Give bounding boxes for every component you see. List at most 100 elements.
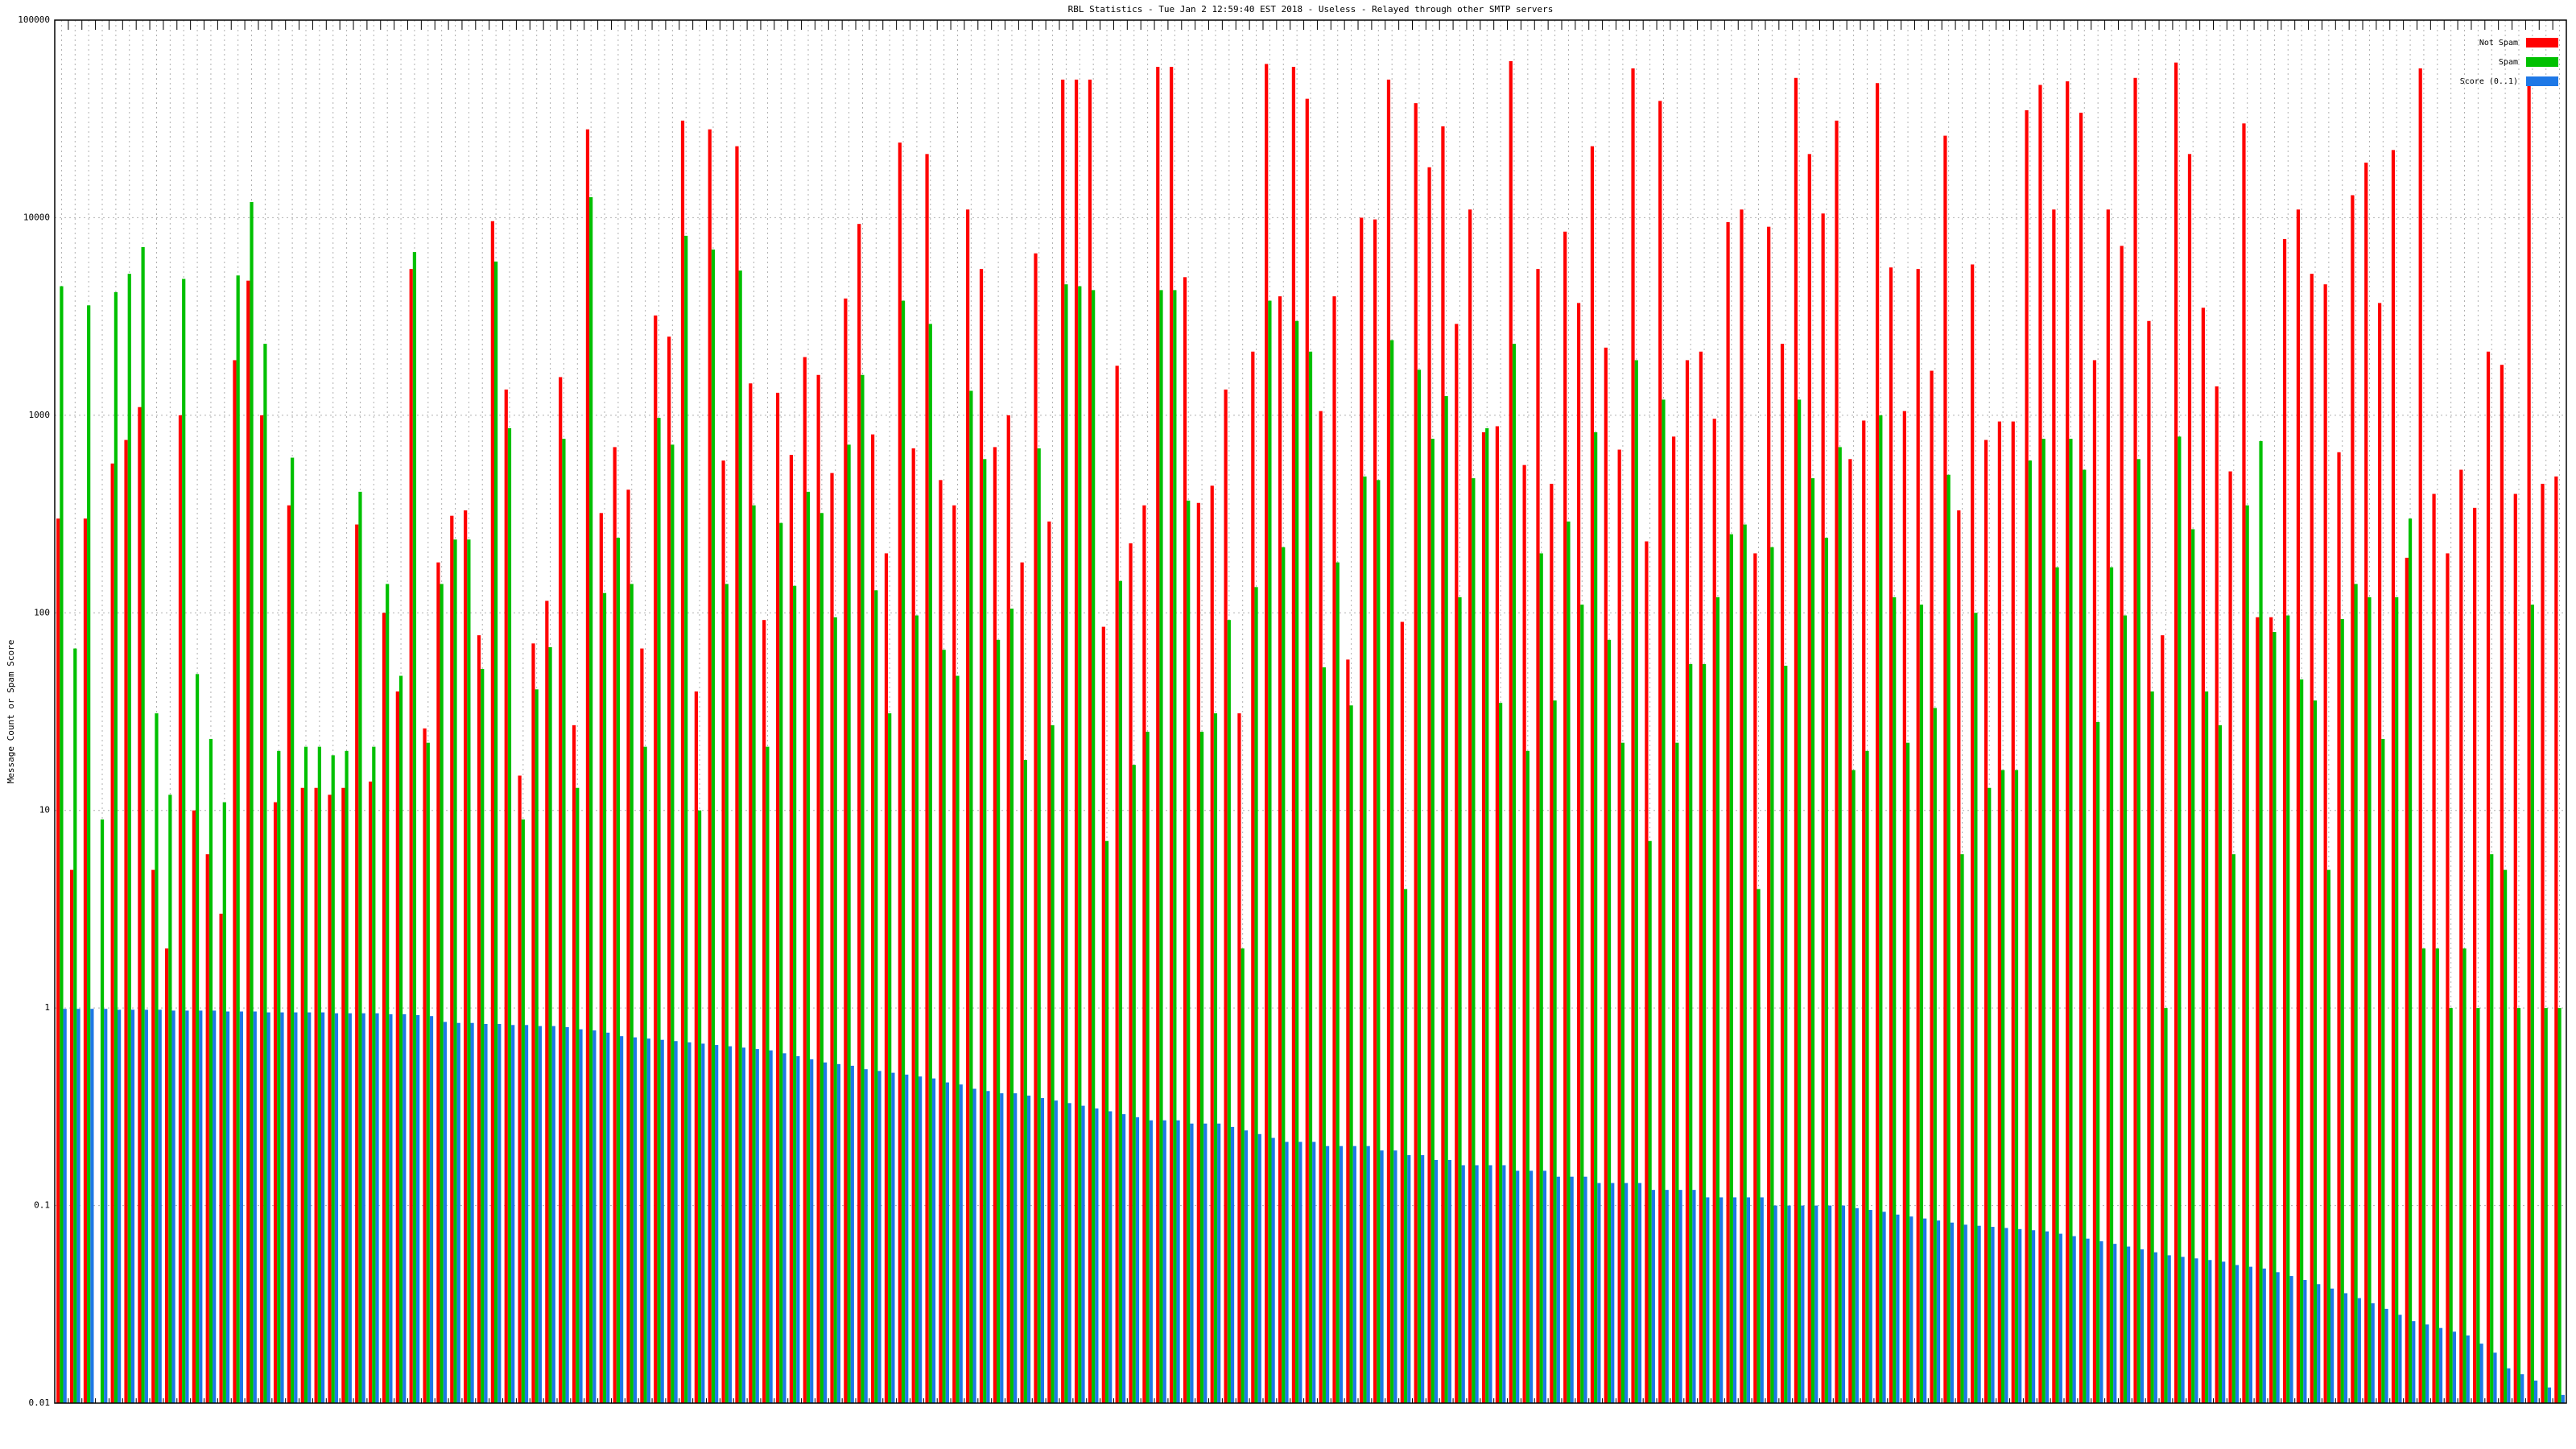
- bar: [114, 291, 118, 1404]
- bar: [1023, 760, 1027, 1403]
- bar: [1227, 620, 1231, 1403]
- bar: [782, 1053, 786, 1403]
- bar: [138, 407, 142, 1403]
- bar: [1651, 1190, 1655, 1403]
- bar: [1757, 889, 1761, 1403]
- bar: [1095, 1108, 1099, 1403]
- bar: [2120, 246, 2124, 1404]
- bar: [348, 1013, 352, 1403]
- bar: [369, 781, 373, 1403]
- bar: [660, 1039, 664, 1403]
- bar: [2547, 1387, 2552, 1403]
- bar: [850, 1065, 854, 1403]
- bar: [959, 1084, 963, 1403]
- bar: [87, 305, 91, 1404]
- bar: [1841, 1205, 1846, 1403]
- bar: [979, 269, 984, 1403]
- bar: [2452, 1331, 2456, 1403]
- bar: [1794, 77, 1798, 1404]
- bar: [2259, 440, 2263, 1403]
- bar: [2449, 1008, 2453, 1403]
- bar: [1346, 659, 1350, 1403]
- bar: [300, 787, 304, 1403]
- bar: [925, 154, 929, 1403]
- bar: [481, 668, 485, 1403]
- bar: [1237, 713, 1241, 1403]
- bar: [1715, 597, 1720, 1403]
- bar: [395, 691, 399, 1403]
- bar: [361, 1013, 365, 1403]
- bar: [1199, 732, 1204, 1403]
- bar: [630, 584, 634, 1403]
- bar: [911, 448, 915, 1403]
- bar: [1366, 1146, 1370, 1403]
- bar: [616, 537, 620, 1404]
- bar: [2011, 421, 2015, 1404]
- bar: [1352, 1146, 1356, 1403]
- bar: [2204, 691, 2209, 1403]
- bar: [1183, 277, 1187, 1403]
- bar: [1604, 347, 1608, 1403]
- bar: [1916, 269, 1920, 1403]
- bar: [1624, 1183, 1629, 1403]
- bar: [2476, 1008, 2480, 1403]
- bar: [728, 1046, 733, 1403]
- bar: [559, 377, 563, 1403]
- bar: [260, 415, 264, 1403]
- bar: [2248, 1266, 2252, 1403]
- bar: [2541, 483, 2545, 1403]
- bar: [613, 447, 617, 1403]
- bar: [2231, 854, 2235, 1403]
- bar: [2018, 1228, 2022, 1403]
- bar: [796, 1056, 800, 1403]
- bar: [2544, 1008, 2548, 1403]
- bar: [1421, 1154, 1425, 1403]
- bar: [1312, 1141, 1316, 1403]
- bar: [914, 615, 919, 1403]
- bar: [398, 675, 403, 1403]
- bar: [1882, 1212, 1886, 1403]
- bar: [1522, 464, 1526, 1404]
- bar: [1499, 703, 1503, 1403]
- bar: [1495, 426, 1499, 1403]
- bar: [1278, 296, 1282, 1403]
- bar: [589, 196, 593, 1404]
- bar: [171, 1010, 175, 1403]
- bar: [1746, 1197, 1750, 1403]
- bar: [2303, 1280, 2307, 1403]
- bar: [331, 755, 335, 1403]
- bar: [386, 584, 390, 1403]
- bar: [2269, 617, 2273, 1403]
- bar: [2337, 452, 2341, 1403]
- bar: [891, 1072, 895, 1403]
- bar: [2330, 1288, 2334, 1403]
- bar: [1729, 534, 1733, 1403]
- bar: [1726, 221, 1730, 1403]
- bar: [1295, 320, 1299, 1404]
- bar: [1196, 502, 1200, 1403]
- bar: [1444, 396, 1448, 1404]
- bar: [2181, 1257, 2185, 1403]
- bar: [1170, 67, 1174, 1404]
- bar: [2395, 597, 2399, 1403]
- bar: [2273, 632, 2277, 1403]
- bar: [199, 1010, 203, 1403]
- bar: [1037, 448, 1041, 1403]
- bar: [2127, 1246, 2131, 1403]
- bar: [928, 324, 932, 1403]
- bar: [1034, 253, 1038, 1403]
- bar: [697, 810, 702, 1403]
- bar: [233, 360, 237, 1403]
- bar: [793, 585, 797, 1403]
- bar: [1430, 439, 1435, 1403]
- bar: [1977, 1225, 1981, 1403]
- bar: [372, 746, 376, 1403]
- bar: [440, 584, 444, 1403]
- bar: [1702, 664, 1707, 1403]
- bar: [1838, 447, 1842, 1403]
- bar: [1594, 432, 1598, 1403]
- bar: [1403, 889, 1408, 1403]
- bar: [1132, 765, 1136, 1403]
- bar: [60, 286, 64, 1403]
